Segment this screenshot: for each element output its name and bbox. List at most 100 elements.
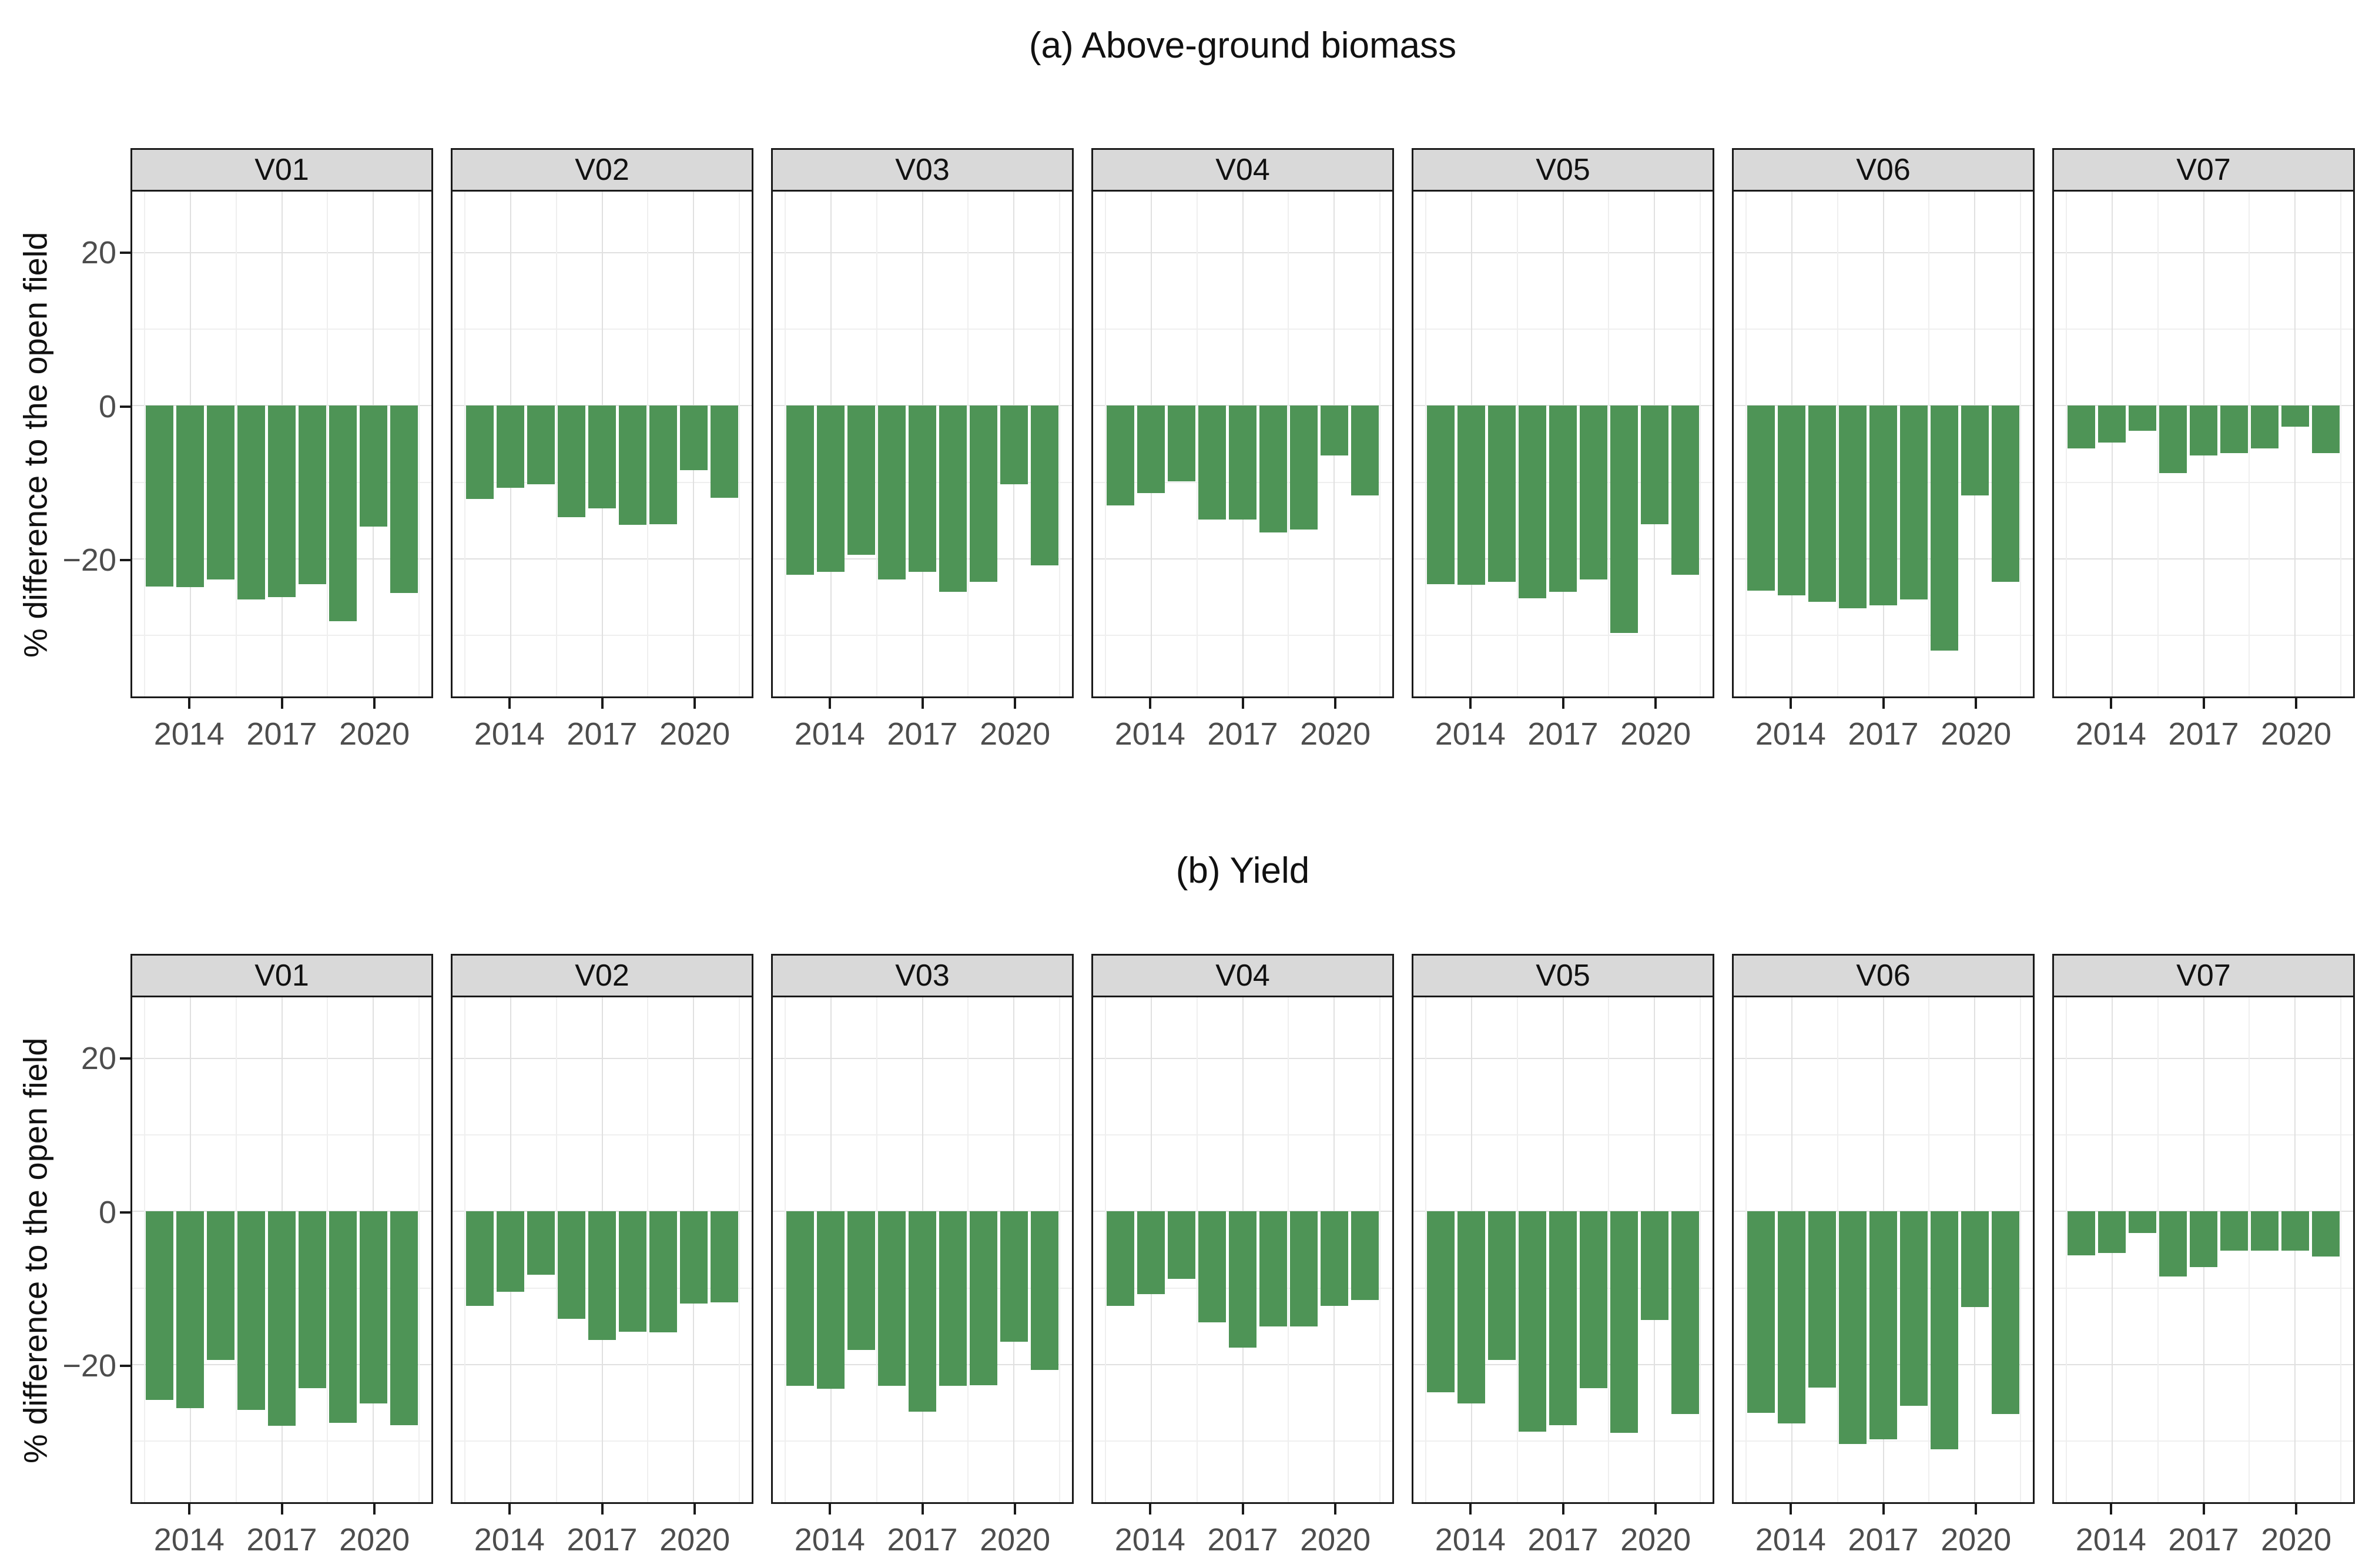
facet-V04: V04 2014 2017 2020 <box>1091 148 1394 769</box>
bar-2014 <box>2098 406 2126 443</box>
gridline-v-minor <box>1379 192 1381 696</box>
x-tick-label: 2014 <box>2075 1522 2146 1557</box>
bar-2018 <box>619 406 646 525</box>
x-tick-mark <box>1334 698 1337 709</box>
x-tick-label: 2014 <box>1755 1522 1826 1557</box>
x-tick-mark <box>921 698 924 709</box>
gridline-v-minor <box>647 192 649 696</box>
bar-2021 <box>1671 1211 1699 1415</box>
bar-2019 <box>1290 1211 1318 1326</box>
bar-2020 <box>1000 406 1028 485</box>
gridline-v-minor <box>464 192 465 696</box>
facet-V06: V06 2014 2017 2020 <box>1732 954 2035 1568</box>
x-axis: 2014 2017 2020 <box>1732 698 2035 769</box>
x-tick-label: 2020 <box>659 1522 731 1557</box>
x-tick-mark <box>1882 1504 1885 1515</box>
bar-2017 <box>909 406 936 572</box>
bar-2019 <box>329 1211 357 1423</box>
gridline-v-minor <box>2340 997 2342 1502</box>
facet-V07: V07 2014 2017 2020 <box>2052 148 2355 769</box>
x-tick-mark <box>2109 1504 2112 1515</box>
x-tick-label: 2020 <box>1300 1522 1371 1557</box>
x-tick-label: 2017 <box>246 1522 317 1557</box>
bar-2020 <box>359 1211 387 1404</box>
bar-2018 <box>1900 406 1928 599</box>
facet-strip-label: V03 <box>895 153 950 187</box>
gridline-v-minor <box>418 192 420 696</box>
x-tick-label: 2017 <box>567 716 638 752</box>
bar-2013 <box>1427 406 1455 584</box>
bar-2016 <box>558 1211 585 1319</box>
gridline-v-major <box>2294 192 2296 696</box>
x-tick-mark <box>693 698 696 709</box>
facet-strip-label: V04 <box>1215 153 1270 187</box>
x-tick-mark <box>508 698 511 709</box>
gridline-v-minor <box>876 997 877 1502</box>
x-tick-mark <box>1654 1504 1657 1515</box>
bar-2021 <box>2311 1211 2340 1257</box>
x-tick-label: 2014 <box>1114 716 1185 752</box>
bar-2016 <box>1839 406 1867 609</box>
bar-2021 <box>390 1211 418 1425</box>
bar-2015 <box>1808 406 1836 602</box>
x-tick-mark <box>280 1504 283 1515</box>
bar-2016 <box>1839 1211 1867 1445</box>
x-tick-mark <box>1562 698 1564 709</box>
x-tick-mark <box>828 698 831 709</box>
bar-2018 <box>939 1211 967 1386</box>
bar-2013 <box>466 406 494 500</box>
x-tick-label: 2014 <box>794 1522 865 1557</box>
bar-2020 <box>2281 406 2309 427</box>
gridline-v-minor <box>1104 997 1106 1502</box>
bar-2016 <box>2159 406 2187 473</box>
bar-2014 <box>817 406 845 572</box>
gridline-v-minor <box>967 192 969 696</box>
facet-strip: V01 <box>130 954 433 997</box>
x-tick-mark <box>1975 1504 1978 1515</box>
bar-2014 <box>176 406 205 587</box>
x-tick-mark <box>187 698 190 709</box>
bar-2017 <box>1229 406 1256 520</box>
x-tick-label: 2014 <box>794 716 865 752</box>
x-tick-label: 2020 <box>980 716 1051 752</box>
section-b-title: (b) Yield <box>1175 850 1310 891</box>
facet-strip: V04 <box>1091 148 1394 192</box>
bar-2013 <box>1107 406 1135 505</box>
bar-2015 <box>1168 406 1195 482</box>
bar-2019 <box>1931 1211 1958 1450</box>
x-tick-label: 2014 <box>153 716 225 752</box>
bar-2019 <box>970 406 997 582</box>
x-tick-mark <box>693 1504 696 1515</box>
bar-2016 <box>1198 406 1226 520</box>
facet-V01: V01 2014 2017 2020 <box>130 148 433 769</box>
facet-strip: V05 <box>1412 148 1714 192</box>
bar-2013 <box>1427 1211 1455 1392</box>
bar-2021 <box>1030 1211 1058 1370</box>
facet-strip: V02 <box>451 148 753 192</box>
bar-2020 <box>1961 406 1989 495</box>
bar-2017 <box>268 1211 296 1426</box>
bar-2014 <box>176 1211 205 1408</box>
bar-2014 <box>1778 406 1806 596</box>
y-tick-mark <box>120 252 130 254</box>
bar-2013 <box>2068 406 2096 449</box>
facet-strip-label: V05 <box>1536 959 1590 993</box>
bar-2019 <box>1610 406 1638 633</box>
facet-V02: V02 2014 2017 2020 <box>451 954 753 1568</box>
gridline-v-minor <box>739 192 740 696</box>
x-tick-label: 2014 <box>474 1522 545 1557</box>
facet-strip-label: V01 <box>254 153 309 187</box>
facet-strip-label: V06 <box>1856 153 1911 187</box>
x-tick-label: 2014 <box>1114 1522 1185 1557</box>
facet-strip-label: V05 <box>1536 153 1590 187</box>
bar-2020 <box>359 406 387 527</box>
x-tick-mark <box>280 698 283 709</box>
facet-panel <box>2052 997 2355 1504</box>
bar-2017 <box>588 1211 616 1341</box>
x-tick-label: 2017 <box>887 1522 958 1557</box>
x-axis: 2014 2017 2020 <box>1412 698 1714 769</box>
bar-2019 <box>649 1211 677 1333</box>
gridline-v-minor <box>1104 192 1106 696</box>
bar-2018 <box>1259 406 1287 533</box>
bar-2016 <box>1198 1211 1226 1323</box>
